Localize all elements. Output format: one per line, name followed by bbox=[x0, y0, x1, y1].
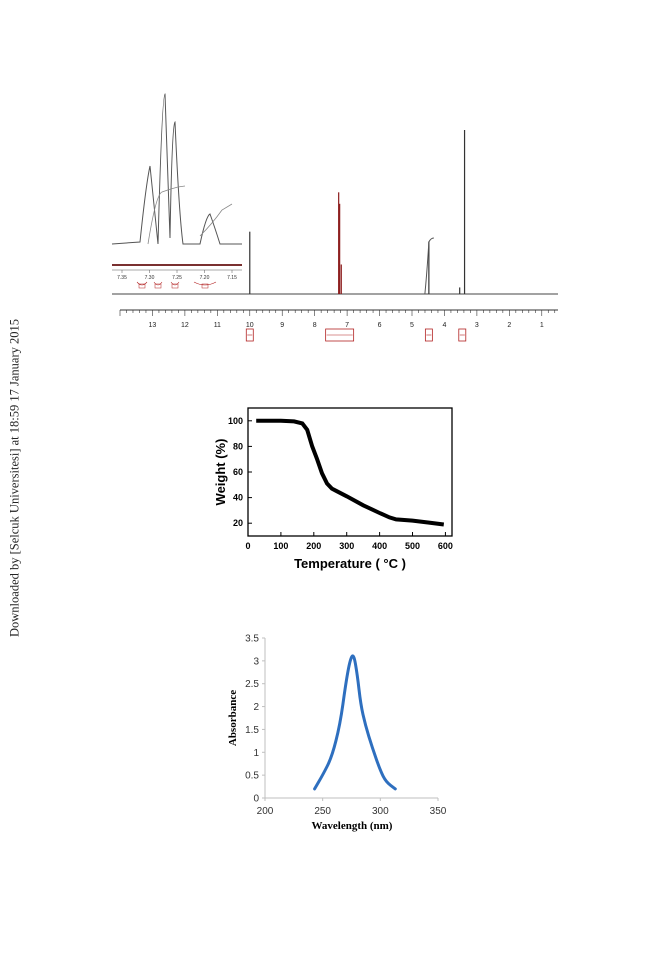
inset-integration-bracket bbox=[137, 282, 147, 285]
tga-chart: 0 100 200 300 400 500 600 20 40 60 80 100 Temperat… bbox=[213, 408, 453, 571]
uv-y-tick-label: 2 bbox=[253, 702, 259, 713]
inset-tick-label: 7.20 bbox=[200, 275, 210, 281]
inset-tick-label: 7.15 bbox=[227, 275, 237, 281]
tga-x-tick-label: 100 bbox=[273, 541, 288, 551]
inset-tick-label: 7.35 bbox=[117, 275, 127, 281]
tga-x-tick-label: 600 bbox=[438, 541, 453, 551]
uv-y-axis-label: Absorbance bbox=[227, 690, 239, 746]
uv-x-ticks: 200 250 300 350 bbox=[257, 798, 447, 817]
ppm-tick-label: 9 bbox=[280, 322, 284, 329]
inset-integration-marks bbox=[137, 282, 216, 288]
uv-x-tick-label: 250 bbox=[314, 806, 331, 817]
inset-tick-label: 7.25 bbox=[172, 275, 182, 281]
inset-integration-box bbox=[172, 284, 178, 288]
uv-y-tick-label: 2.5 bbox=[245, 679, 259, 690]
uv-x-tick-label: 350 bbox=[430, 806, 447, 817]
uv-y-tick-label: 0 bbox=[253, 794, 259, 805]
uv-absorbance-curve bbox=[315, 656, 396, 789]
tga-y-tick-label: 80 bbox=[233, 441, 243, 451]
inset-spectrum-trace bbox=[112, 94, 242, 244]
uv-y-tick-label: 0.5 bbox=[245, 771, 259, 782]
ppm-axis-labels: 13 12 11 10 9 8 7 6 5 4 3 2 1 bbox=[149, 322, 544, 329]
tga-x-axis-label: Temperature ( °C ) bbox=[294, 556, 406, 571]
ppm-tick-label: 1 bbox=[540, 322, 544, 329]
tga-y-axis-label: Weight (%) bbox=[213, 439, 228, 506]
ppm-tick-label: 8 bbox=[313, 322, 317, 329]
ppm-tick-label: 3 bbox=[475, 322, 479, 329]
uv-y-tick-label: 3 bbox=[253, 656, 259, 667]
nmr-peaks bbox=[250, 130, 465, 294]
ppm-tick-label: 5 bbox=[410, 322, 414, 329]
inset-peak-curves bbox=[112, 94, 242, 244]
tga-plot-frame bbox=[248, 408, 452, 536]
tga-x-tick-label: 0 bbox=[245, 541, 250, 551]
ppm-tick-label: 4 bbox=[442, 322, 446, 329]
uv-x-tick-label: 300 bbox=[372, 806, 389, 817]
ppm-axis-ticks bbox=[120, 310, 555, 316]
tga-x-tick-label: 200 bbox=[306, 541, 321, 551]
tga-x-tick-label: 300 bbox=[339, 541, 354, 551]
ppm-tick-label: 7 bbox=[345, 322, 349, 329]
tga-weight-curve bbox=[256, 421, 444, 525]
inset-axis: 7.35 7.30 7.25 7.20 7.15 bbox=[112, 270, 242, 281]
tga-x-tick-label: 400 bbox=[372, 541, 387, 551]
tga-y-tick-label: 40 bbox=[233, 493, 243, 503]
tga-y-tick-label: 20 bbox=[233, 518, 243, 528]
uv-vis-chart: 200 250 300 350 0 0.5 1 1.5 2 2.5 3 3.5 Wavelength… bbox=[227, 634, 447, 833]
uv-x-tick-label: 200 bbox=[257, 806, 274, 817]
uv-y-tick-label: 1 bbox=[253, 748, 259, 759]
ppm-tick-label: 10 bbox=[246, 322, 254, 329]
inset-baseline bbox=[112, 264, 242, 266]
ppm-tick-label: 2 bbox=[507, 322, 511, 329]
uv-y-ticks: 0 0.5 1 1.5 2 2.5 3 3.5 bbox=[245, 634, 265, 805]
tga-x-tick-label: 500 bbox=[405, 541, 420, 551]
uv-y-tick-label: 1.5 bbox=[245, 725, 259, 736]
ppm-tick-label: 11 bbox=[214, 322, 221, 329]
inset-integral-curve bbox=[148, 186, 185, 244]
ppm-tick-label: 12 bbox=[181, 322, 189, 329]
tga-x-ticks: 0 100 200 300 400 500 600 bbox=[245, 532, 452, 551]
uv-y-tick-label: 3.5 bbox=[245, 634, 259, 645]
integration-marks bbox=[246, 329, 466, 341]
ppm-tick-label: 6 bbox=[378, 322, 382, 329]
ppm-tick-label: 13 bbox=[149, 322, 157, 329]
inset-tick-label: 7.30 bbox=[145, 275, 155, 281]
tga-y-tick-label: 100 bbox=[228, 416, 243, 426]
tga-y-tick-label: 60 bbox=[233, 467, 243, 477]
uv-x-axis-label: Wavelength (nm) bbox=[312, 820, 393, 832]
inset-integration-bracket bbox=[194, 282, 216, 285]
inset-integration-box bbox=[155, 284, 161, 288]
